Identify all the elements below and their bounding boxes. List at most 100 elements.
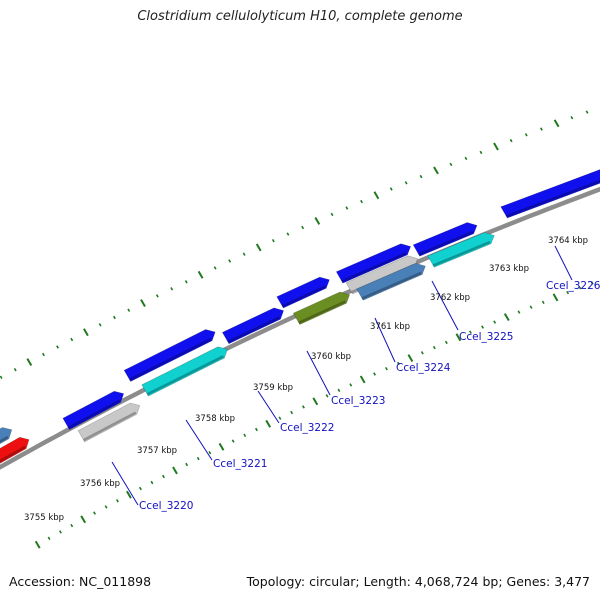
inner-tick bbox=[359, 375, 366, 384]
outer-tick bbox=[228, 259, 232, 263]
outer-tick bbox=[493, 142, 499, 151]
outer-tick bbox=[373, 191, 380, 200]
gene-label: Ccel_3221 bbox=[213, 458, 267, 470]
inner-tick bbox=[255, 427, 258, 432]
inner-tick bbox=[185, 462, 189, 467]
kbp-label: 3764 kbp bbox=[548, 236, 588, 246]
gene-arrow bbox=[62, 390, 125, 431]
inner-tick bbox=[104, 505, 108, 509]
gene-label: Ccel_3225 bbox=[459, 331, 513, 343]
inner-tick bbox=[80, 515, 87, 524]
gene-arrow bbox=[412, 222, 478, 257]
inner-tick bbox=[455, 333, 462, 342]
leader-line bbox=[257, 390, 280, 424]
inner-tick bbox=[469, 330, 472, 334]
leader-line bbox=[554, 245, 573, 281]
outer-tick bbox=[345, 206, 349, 210]
outer-tick bbox=[553, 119, 560, 128]
leader-line bbox=[431, 280, 459, 331]
inner-tick bbox=[231, 439, 235, 443]
outer-tick bbox=[524, 133, 528, 137]
gene-shadow bbox=[146, 355, 224, 396]
inner-tick bbox=[444, 340, 448, 345]
inner-tick bbox=[312, 397, 319, 406]
gene-shadow bbox=[505, 179, 600, 218]
outer-tick bbox=[301, 225, 305, 230]
inner-tick bbox=[420, 351, 424, 355]
inner-tick bbox=[432, 345, 436, 350]
genome-summary-text: Topology: circular; Length: 4,068,724 bp… bbox=[246, 574, 590, 589]
label-leaders bbox=[111, 245, 573, 506]
outer-tick bbox=[98, 323, 102, 327]
gene-shadow bbox=[418, 230, 474, 256]
inner-tick bbox=[397, 361, 400, 366]
outer-tick bbox=[449, 162, 453, 167]
gene-label: Ccel_3222 bbox=[280, 422, 334, 434]
kbp-label: 3756 kbp bbox=[80, 479, 120, 489]
gene-arrow bbox=[77, 402, 141, 443]
inner-tick bbox=[196, 456, 200, 461]
gene-shadow bbox=[67, 399, 121, 429]
outer-tick bbox=[419, 174, 423, 179]
outer-tick bbox=[213, 266, 217, 270]
inner-tick bbox=[541, 300, 545, 304]
gene-shadow bbox=[341, 252, 407, 283]
map-title: Clostridium cellulolyticum H10, complete… bbox=[137, 9, 463, 24]
gene-shadow bbox=[227, 316, 281, 344]
gene-shadow bbox=[0, 445, 26, 463]
outer-tick bbox=[155, 294, 159, 298]
outer-tick bbox=[127, 308, 131, 312]
outer-tick bbox=[70, 337, 74, 342]
outer-tick bbox=[286, 232, 290, 236]
leader-line bbox=[306, 350, 331, 396]
inner-tick bbox=[517, 310, 521, 314]
inner-tick bbox=[590, 281, 594, 285]
inner-tick bbox=[493, 320, 497, 324]
inner-tick bbox=[503, 313, 510, 322]
outer-tick bbox=[170, 287, 174, 291]
inner-tick bbox=[139, 486, 142, 491]
kbp-label: 3755 kbp bbox=[24, 513, 64, 523]
outer-tick bbox=[330, 212, 334, 217]
inner-tick bbox=[47, 536, 51, 540]
inner-tick bbox=[162, 474, 165, 479]
gene-arrow bbox=[292, 291, 350, 325]
gene-shadow bbox=[361, 271, 422, 300]
outer-tick bbox=[140, 299, 146, 308]
gene-shadow bbox=[298, 300, 346, 324]
inner-tick bbox=[208, 451, 212, 455]
inner-tick bbox=[116, 499, 119, 503]
outer-tick bbox=[83, 328, 89, 337]
outer-tick bbox=[26, 358, 33, 367]
kbp-label: 3761 kbp bbox=[370, 322, 410, 332]
outer-tick bbox=[389, 187, 393, 191]
kbp-label: 3762 kbp bbox=[430, 293, 470, 303]
inner-tick bbox=[93, 511, 96, 515]
inner-tick bbox=[566, 290, 570, 295]
leader-line bbox=[111, 461, 139, 506]
outer-tick bbox=[464, 156, 468, 161]
outer-tick bbox=[509, 138, 513, 143]
inner-tick bbox=[481, 325, 484, 329]
inner-tick bbox=[373, 372, 376, 376]
kbp-label: 3758 kbp bbox=[195, 414, 235, 424]
inner-tick bbox=[407, 354, 414, 363]
kbp-label: 3757 kbp bbox=[137, 446, 177, 456]
inner-tick bbox=[172, 466, 178, 475]
inner-tick bbox=[337, 388, 341, 392]
inner-tick bbox=[278, 416, 282, 420]
inner-tick bbox=[385, 367, 388, 371]
gene-shadow bbox=[432, 240, 491, 267]
outer-tick bbox=[360, 199, 363, 204]
inner-tick bbox=[218, 442, 225, 451]
leader-line bbox=[185, 419, 213, 461]
outer-tick bbox=[314, 216, 321, 225]
outer-tick bbox=[113, 315, 116, 320]
outer-tick bbox=[184, 280, 188, 284]
gene-label: Ccel_3223 bbox=[331, 395, 385, 407]
outer-tick bbox=[242, 252, 246, 256]
gene-shadow bbox=[281, 285, 326, 308]
inner-tick bbox=[34, 540, 41, 549]
gene-features bbox=[0, 169, 600, 464]
